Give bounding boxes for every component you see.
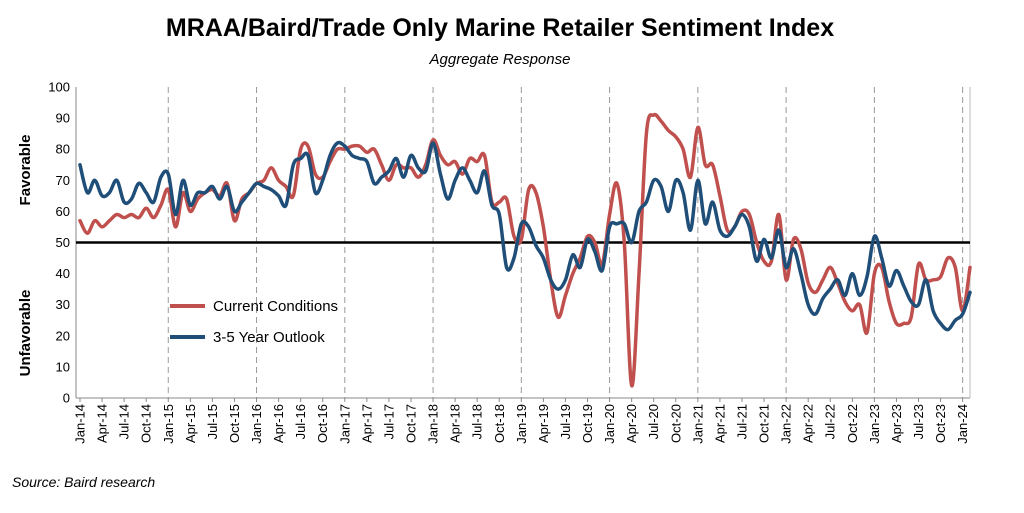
x-tick-label: Apr-23 xyxy=(889,404,904,443)
x-tick-label: Apr-21 xyxy=(712,404,727,443)
x-tick-label: Apr-22 xyxy=(801,404,816,443)
x-tick-label: Jul-15 xyxy=(205,404,220,439)
x-tick-label: Apr-20 xyxy=(624,404,639,443)
x-tick-label: Jan-24 xyxy=(955,404,970,444)
x-tick-label: Jul-23 xyxy=(911,404,926,439)
chart-source: Source: Baird research xyxy=(12,474,156,490)
x-tick-label: Jul-20 xyxy=(646,404,661,439)
legend: Current Conditions 3-5 Year Outlook xyxy=(170,298,338,346)
x-tick-labels: Jan-14 Apr-14 Jul-14 Oct-14 Jan-15 Apr-15 Jul-… xyxy=(73,398,970,444)
x-tick-label: Oct-17 xyxy=(403,404,418,443)
y-tick-label: 10 xyxy=(56,359,70,374)
x-tick-label: Jul-21 xyxy=(734,404,749,439)
y-tick-label: 90 xyxy=(56,111,70,126)
x-tick-label: Jan-21 xyxy=(690,404,705,444)
x-tick-label: Oct-15 xyxy=(227,404,242,443)
series-line-3-5-year-outlook xyxy=(78,140,972,332)
x-tick-label: Oct-19 xyxy=(580,404,595,443)
y-tick-labels: 0 10 20 30 40 50 60 70 80 90 100 xyxy=(48,80,70,406)
x-tick-label: Jul-17 xyxy=(381,404,396,439)
chart-subtitle: Aggregate Response xyxy=(429,51,571,68)
y-tick-label: 20 xyxy=(56,328,70,343)
x-tick-label: Jan-18 xyxy=(426,404,441,444)
y-tick-label: 80 xyxy=(56,142,70,157)
x-tick-label: Jul-19 xyxy=(558,404,573,439)
y-tick-label: 100 xyxy=(48,80,70,95)
x-tick-label: Oct-14 xyxy=(139,404,154,443)
x-tick-label: Jul-18 xyxy=(470,404,485,439)
series-lines xyxy=(78,112,972,388)
x-tick-label: Apr-17 xyxy=(359,404,374,443)
x-tick-label: Jan-17 xyxy=(337,404,352,444)
x-tick-label: Jan-20 xyxy=(602,404,617,444)
legend-label-3-5-year-outlook: 3-5 Year Outlook xyxy=(213,329,325,346)
x-tick-label: Apr-14 xyxy=(95,404,110,443)
x-tick-label: Jul-16 xyxy=(293,404,308,439)
x-tick-label: Oct-20 xyxy=(668,404,683,443)
x-tick-label: Oct-18 xyxy=(492,404,507,443)
x-tick-label: Jul-22 xyxy=(823,404,838,439)
y-label-unfavorable: Unfavorable xyxy=(17,290,34,377)
y-tick-label: 50 xyxy=(56,235,70,250)
y-tick-label: 40 xyxy=(56,266,70,281)
x-tick-label: Jan-16 xyxy=(249,404,264,444)
x-tick-label: Oct-23 xyxy=(933,404,948,443)
x-tick-label: Apr-15 xyxy=(183,404,198,443)
chart-title: MRAA/Baird/Trade Only Marine Retailer Se… xyxy=(165,14,835,42)
x-tick-label: Oct-16 xyxy=(315,404,330,443)
y-tick-label: 60 xyxy=(56,204,70,219)
x-tick-label: Oct-22 xyxy=(845,404,860,443)
x-tick-label: Apr-18 xyxy=(448,404,463,443)
y-tick-label: 30 xyxy=(56,297,70,312)
y-tick-label: 70 xyxy=(56,173,70,188)
x-tick-label: Apr-19 xyxy=(536,404,551,443)
x-tick-label: Jan-23 xyxy=(867,404,882,444)
x-tick-label: Jan-14 xyxy=(73,404,88,444)
x-tick-label: Jan-22 xyxy=(779,404,794,444)
x-tick-label: Jan-19 xyxy=(514,404,529,444)
x-tick-label: Oct-21 xyxy=(757,404,772,443)
x-tick-label: Jan-15 xyxy=(161,404,176,444)
y-label-favorable: Favorable xyxy=(17,135,34,206)
legend-label-current-conditions: Current Conditions xyxy=(213,298,338,315)
x-tick-label: Apr-16 xyxy=(271,404,286,443)
x-tick-label: Jul-14 xyxy=(117,404,132,439)
y-tick-label: 0 xyxy=(63,391,70,406)
